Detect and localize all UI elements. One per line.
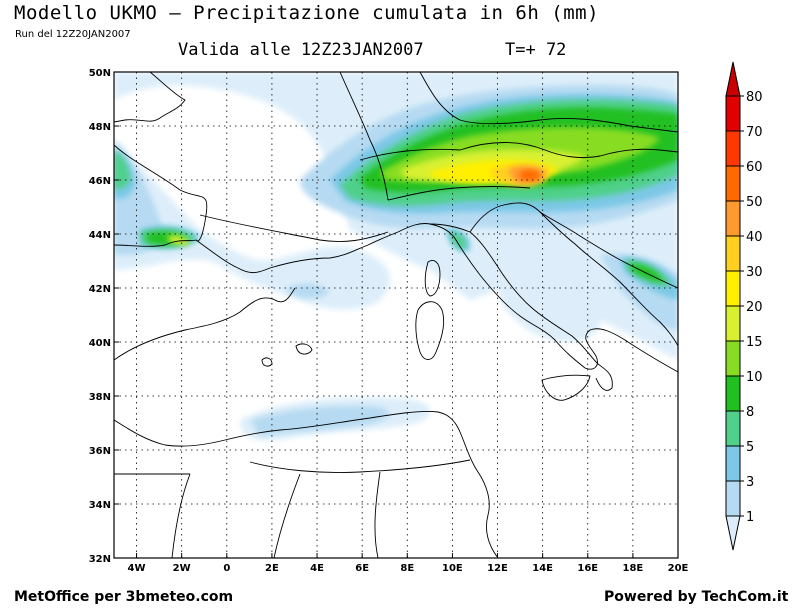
coastlines (114, 72, 678, 558)
lon-tick-label: 18E (623, 563, 644, 574)
legend-color-segment (725, 445, 741, 482)
legend-upper-arrow (725, 61, 741, 97)
lat-tick-label: 40N (89, 338, 111, 349)
legend-color-segment (725, 270, 741, 307)
legend-level-label: 20 (746, 300, 763, 315)
lat-tick-label: 36N (89, 446, 111, 457)
lat-tick-label: 34N (89, 500, 111, 511)
legend-level-label: 5 (746, 440, 754, 455)
legend-color-segment (725, 305, 741, 342)
lon-tick-label: 2E (265, 563, 279, 574)
lat-tick-label: 42N (89, 284, 111, 295)
legend-color-segment (725, 235, 741, 272)
precipitation-field (114, 72, 678, 441)
lon-tick-label: 14E (532, 563, 553, 574)
run-time: Run del 12Z20JAN2007 (15, 29, 131, 40)
legend-level-label: 15 (746, 335, 763, 350)
lon-tick-label: 0 (223, 563, 230, 574)
legend-color-segment (725, 200, 741, 237)
lon-tick-label: 20E (668, 563, 689, 574)
axis-tick-labels: 4W 2W 0 2E 4E 6E 8E 10E 12E 14E 16E 18E 20E 50N 48N 46N… (89, 68, 689, 574)
legend-level-label: 30 (746, 265, 763, 280)
valid-time: Valida alle 12Z23JAN2007 (178, 40, 424, 60)
forecast-step: T=+ 72 (505, 40, 567, 60)
lon-tick-label: 16E (577, 563, 598, 574)
lon-tick-label: 2W (173, 563, 191, 574)
lat-tick-label: 32N (89, 554, 111, 565)
lat-tick-label: 50N (89, 68, 111, 79)
lon-tick-label: 4E (310, 563, 324, 574)
footer-credit-right: Powered by TechCom.it (604, 589, 789, 605)
map-frame (113, 71, 679, 559)
footer-credit-left: MetOffice per 3bmeteo.com (14, 589, 234, 605)
legend-level-label: 50 (746, 195, 763, 210)
legend-color-segment (725, 95, 741, 132)
legend-color-segment (725, 375, 741, 412)
lat-lon-grid (114, 72, 678, 558)
legend-level-label: 60 (746, 160, 763, 175)
lon-tick-label: 4W (128, 563, 146, 574)
legend-level-label: 40 (746, 230, 763, 245)
lon-tick-label: 6E (355, 563, 369, 574)
legend-level-label: 70 (746, 125, 763, 140)
legend-level-label: 10 (746, 370, 763, 385)
legend-level-label: 80 (746, 90, 763, 105)
legend-color-segment (725, 410, 741, 447)
legend-color-segment (725, 340, 741, 377)
color-legend: 1 3 5 8 10 15 20 30 40 50 60 70 80 (725, 61, 763, 551)
legend-level-label: 3 (746, 475, 754, 490)
legend-level-label: 1 (746, 510, 754, 525)
map-title: Modello UKMO — Precipitazione cumulata i… (14, 2, 600, 24)
lon-tick-label: 12E (487, 563, 508, 574)
lat-tick-label: 46N (89, 176, 111, 187)
lat-tick-label: 38N (89, 392, 111, 403)
lat-tick-label: 48N (89, 122, 111, 133)
lon-tick-label: 10E (442, 563, 463, 574)
legend-level-label: 8 (746, 405, 754, 420)
legend-lower-arrow (725, 515, 741, 551)
lon-tick-label: 8E (400, 563, 414, 574)
legend-color-segment (725, 130, 741, 167)
lat-tick-label: 44N (89, 230, 111, 241)
legend-color-segment (725, 480, 741, 517)
legend-color-segment (725, 165, 741, 202)
